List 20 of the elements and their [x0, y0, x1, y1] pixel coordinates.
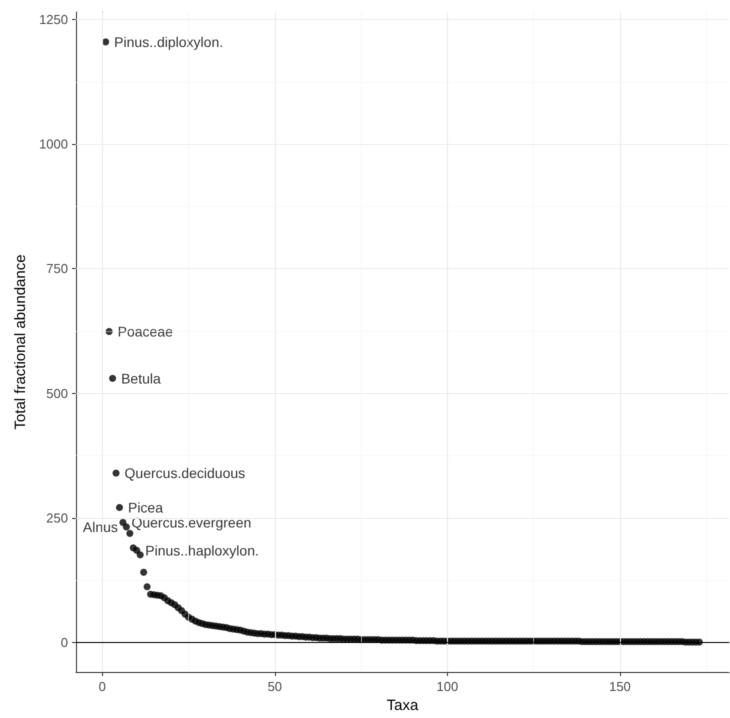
annotation: Picea: [128, 500, 164, 516]
y-tick-label: 1250: [39, 12, 68, 27]
x-tick-label: 150: [609, 679, 631, 694]
y-tick-label: 250: [46, 510, 68, 526]
x-tick-label: 0: [98, 679, 106, 694]
y-tick-label: 1000: [39, 136, 68, 152]
y-tick-label: 500: [46, 386, 68, 401]
x-tick-label: 50: [268, 679, 282, 694]
y-tick-label: 750: [46, 261, 68, 276]
annotation: Pinus..diploxylon.: [114, 34, 224, 50]
y-axis-title: Total fractional abundance: [12, 254, 29, 430]
annotation: Quercus.deciduous: [124, 465, 246, 482]
annotation: Poaceae: [118, 324, 174, 340]
x-axis-title: Taxa: [386, 697, 419, 714]
x-tick-label: 100: [436, 679, 458, 694]
annotation: Quercus.evergreen: [131, 514, 252, 530]
y-tick-label: 0: [60, 635, 68, 650]
annotation: Pinus..haploxylon.: [145, 542, 259, 558]
annotation: Alnus: [82, 518, 118, 535]
annotation: Betula: [121, 370, 161, 386]
